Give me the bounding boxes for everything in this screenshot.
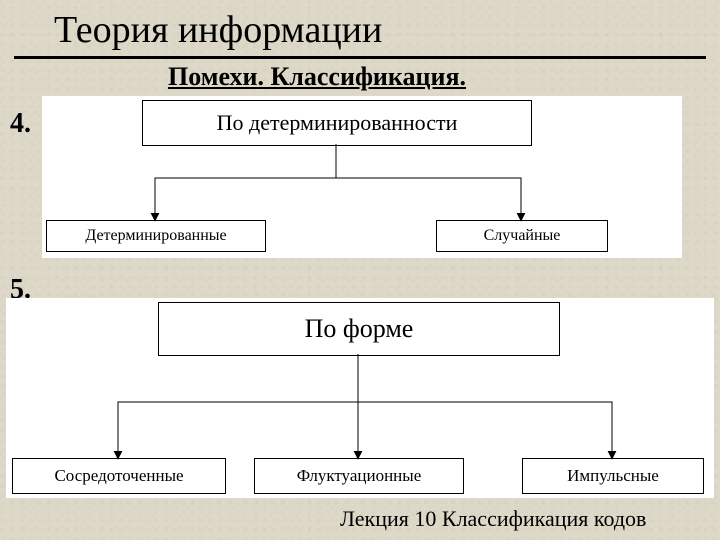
- page-title: Теория информации: [54, 8, 382, 52]
- section-5-panel: По форме Сосредоточенные Флуктуационные …: [6, 298, 714, 498]
- section-4-panel: По детерминированности Детерминированные…: [42, 96, 682, 258]
- section-4-connectors: [42, 96, 682, 258]
- title-underline: [14, 56, 706, 59]
- slide-subtitle: Помехи. Классификация.: [168, 62, 466, 92]
- slide: Теория информации Помехи. Классификация.…: [0, 0, 720, 540]
- section-5-connectors: [6, 298, 714, 498]
- section-4-number: 4.: [10, 108, 31, 140]
- footer-text: Лекция 10 Классификация кодов: [340, 506, 646, 532]
